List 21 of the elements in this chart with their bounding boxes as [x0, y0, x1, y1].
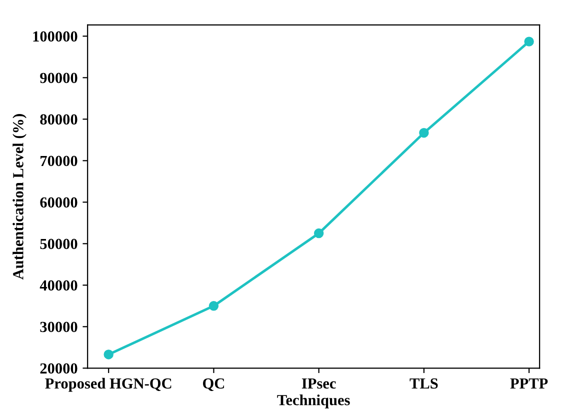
x-tick-label: QC [203, 378, 224, 391]
x-tick-label: IPsec [302, 378, 336, 389]
point [208, 301, 219, 311]
y-tick-label: 50000 [40, 238, 78, 250]
y-tick-label: 80000 [40, 114, 78, 125]
point [104, 350, 114, 360]
point [419, 128, 429, 138]
y-axis-title: Authentication Level (%) [12, 114, 26, 280]
y-tick-label: 40000 [40, 280, 78, 291]
y-tick-label: 60000 [40, 197, 78, 208]
x-tick-label: Proposed HGN-QC [45, 378, 172, 392]
y-tick-label: 90000 [40, 72, 78, 84]
x-tick-label: TLS [410, 378, 438, 389]
y-tick-label: 20000 [40, 363, 78, 374]
point [314, 228, 324, 238]
y-tick-label: 100000 [33, 31, 78, 42]
y-tick-label: 70000 [40, 156, 78, 166]
x-tick-label: PPTP [510, 378, 548, 388]
x-axis-title: Techniques [277, 394, 350, 408]
point [524, 36, 534, 46]
y-tick-label: 30000 [40, 322, 78, 332]
